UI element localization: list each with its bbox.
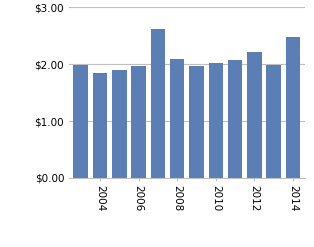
Bar xyxy=(73,65,88,178)
Bar xyxy=(170,59,184,178)
Bar xyxy=(208,63,223,178)
Bar xyxy=(247,52,262,178)
Bar xyxy=(93,73,107,178)
Bar xyxy=(286,37,300,178)
Bar xyxy=(131,66,146,178)
Bar xyxy=(112,70,127,178)
Bar xyxy=(189,66,204,178)
Bar xyxy=(151,29,165,178)
Bar xyxy=(267,65,281,178)
Bar xyxy=(228,60,242,178)
